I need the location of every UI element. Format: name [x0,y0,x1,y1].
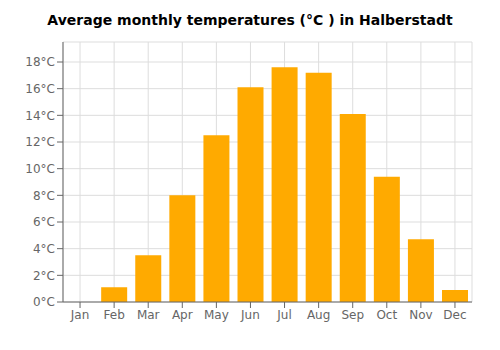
svg-text:Nov: Nov [409,308,432,322]
svg-text:8°C: 8°C [33,189,55,203]
svg-text:Apr: Apr [172,308,193,322]
svg-text:Jun: Jun [240,308,260,322]
html-text:Average monthly temperatures (: Average monthly temperatures (°C ) in Ha… [47,12,453,28]
svg-text:16°C: 16°C [25,82,55,96]
svg-text:Jan: Jan [70,308,90,322]
svg-text:2°C: 2°C [33,269,55,283]
svg-text:18°C: 18°C [25,55,55,69]
svg-text:Oct: Oct [376,308,397,322]
svg-text:Aug: Aug [307,308,330,322]
svg-text:0°C: 0°C [33,295,55,309]
svg-text:6°C: 6°C [33,215,55,229]
svg-text:14°C: 14°C [25,109,55,123]
svg-text:May: May [204,308,229,322]
svg-text:10°C: 10°C [25,162,55,176]
svg-text:4°C: 4°C [33,242,55,256]
svg-text:12°C: 12°C [25,135,55,149]
svg-text:Sep: Sep [341,308,364,322]
svg-text:Dec: Dec [443,308,466,322]
svg-text:Jul: Jul [276,308,291,322]
svg-text:Feb: Feb [104,308,125,322]
svg-text:Mar: Mar [137,308,160,322]
